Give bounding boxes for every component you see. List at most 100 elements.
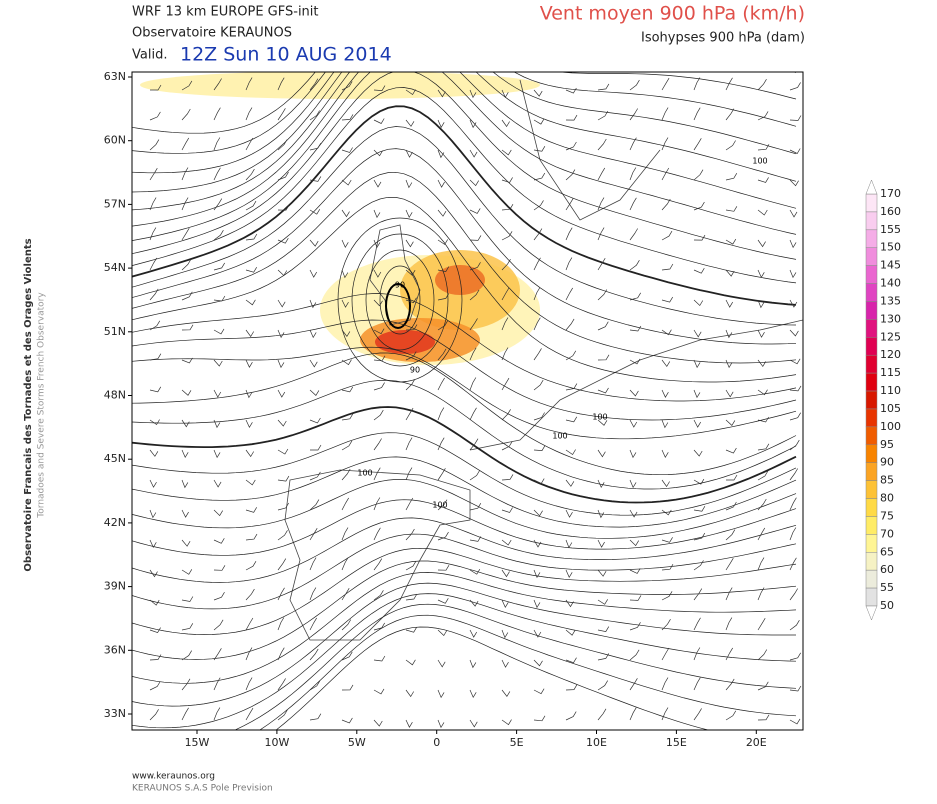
wind-barb [629,678,638,691]
wind-barb [437,320,449,331]
wind-barb [757,681,769,691]
wind-barb [341,359,352,366]
colorbar-swatch [865,372,878,392]
wind-barb [309,713,322,721]
wind-barb [181,479,189,489]
wind-barb [437,407,445,421]
wind-barb [149,569,158,578]
wind-barb [533,348,542,361]
valid-date: 12Z Sun 10 AUG 2014 [180,44,392,66]
wind-barb [565,318,575,331]
wind-barb [405,269,416,276]
wind-barb [533,172,546,181]
wind-barb [501,539,512,546]
contour-label: 100 [752,157,767,166]
wind-barb [373,467,381,481]
wind-barb [373,590,384,601]
wind-barb [245,561,257,571]
colorbar-label: 155 [880,223,901,236]
isohypse [275,626,710,730]
wind-barb [565,479,575,487]
contour-label: 100 [552,432,567,441]
wind-barb [725,173,738,181]
wind-barb [245,449,255,458]
wind-barb [181,167,189,181]
wind-barb [310,444,322,451]
wind-barb [277,205,290,211]
wind-barb [149,539,157,549]
wind-barb [149,353,162,361]
wind-barb [341,557,349,571]
wind-barb [469,318,478,331]
wind-barb [405,239,414,248]
colorbar-label: 120 [880,348,901,361]
wind-barb [373,622,386,631]
contour-label: 90 [395,281,405,290]
wind-barb [181,650,193,661]
colorbar-swatch [865,444,878,463]
wind-barb [757,714,770,721]
wind-barb [181,449,189,459]
wind-barb [725,501,737,511]
isohypse [379,265,421,335]
wind-barb [629,108,639,121]
wind-barb [149,627,161,634]
wind-barb [693,560,704,571]
wind-barb [501,317,509,331]
wind-barb [277,709,288,721]
wind-barb [661,359,671,368]
wind-barb [693,234,706,241]
wind-barb [725,359,733,369]
isohypse [365,249,435,351]
wind-barb [565,416,578,423]
wind-barb [693,478,705,485]
colorbar-swatch [865,408,878,428]
wind-barb [245,677,253,691]
wind-barb [693,107,701,121]
wind-barb [181,137,190,151]
lat-label: 48N [104,389,126,402]
colorbar-label: 140 [880,277,901,290]
wind-barb [277,108,286,121]
isohypse [132,346,797,440]
wind-barb [341,386,354,393]
wind-barb [757,359,767,368]
wind-barb [149,449,159,457]
wind-barb [277,139,288,151]
wind-barb [533,200,544,211]
wind-barb [213,479,222,488]
wind-barb [469,470,480,481]
model-label: WRF 13 km EUROPE GFS-init [132,5,319,20]
wind-barb [661,167,670,181]
wind-barb [565,350,577,361]
wind-barb [757,329,765,338]
wind-barb [373,409,384,421]
wind-barb [469,629,478,638]
wind-barb [597,708,607,721]
wind-barb [405,179,413,189]
wind-barb [181,707,189,721]
lat-label: 36N [104,643,126,656]
wind-barb [277,678,286,691]
wind-barb [245,168,255,181]
wind-barb [149,197,157,211]
isohypse [132,72,797,260]
wind-barb [533,629,542,638]
wind-barb [341,114,354,121]
wind-barb [533,118,545,125]
wind-barb [341,81,353,91]
wind-barb [150,84,162,91]
colorbar-label: 100 [880,420,901,433]
colorbar-label: 170 [880,187,901,200]
wind-barb [373,209,381,219]
valid-prefix: Valid. [132,48,167,63]
wind-barb [533,257,541,271]
wind-barb [661,296,674,303]
wind-barb [469,659,477,669]
wind-barb [213,262,226,271]
wind-barb [501,409,511,421]
lat-label: 51N [104,325,126,338]
wind-barb [277,647,285,661]
colorbar-label: 65 [880,545,894,558]
wind-barb [789,557,797,571]
